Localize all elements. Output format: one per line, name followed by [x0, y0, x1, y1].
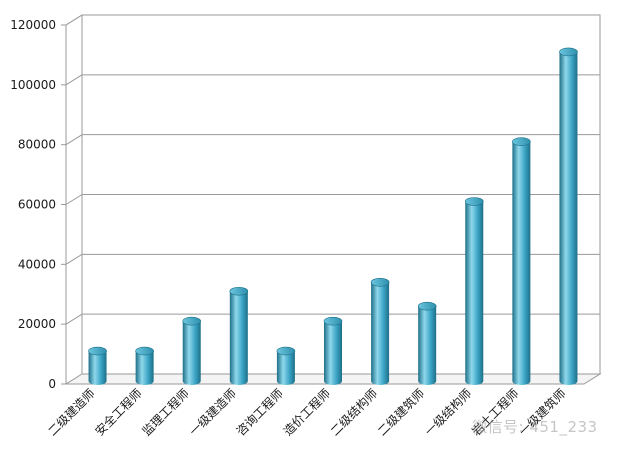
x-tick-label: 造价工程师 — [280, 386, 333, 439]
bar — [182, 316, 202, 385]
bar-cap — [559, 47, 578, 57]
x-tick-label: 监理工程师 — [139, 386, 192, 439]
bar-body — [324, 321, 342, 385]
y-tick-label: 40000 — [18, 257, 56, 271]
bar — [559, 47, 578, 386]
bar — [135, 346, 154, 385]
bar-cap — [182, 316, 202, 326]
bars — [88, 47, 578, 386]
bar-body — [418, 306, 437, 385]
x-tick-label: 一级结构师 — [421, 386, 474, 439]
bar-body — [182, 321, 201, 385]
x-tick-label: 二级结构师 — [327, 386, 380, 439]
bar — [229, 286, 249, 385]
bar-cap — [323, 316, 343, 326]
bar-cap — [512, 137, 531, 146]
bar-body — [229, 291, 248, 385]
bar — [370, 277, 390, 385]
bar — [464, 197, 484, 385]
bar-cap — [370, 277, 390, 287]
bar-body — [512, 141, 531, 385]
y-tick-label: 60000 — [18, 198, 56, 212]
x-tick-label: 二级建造师 — [45, 386, 97, 438]
gridline-side — [65, 134, 83, 146]
x-tick-label: 安全工程师 — [92, 386, 145, 439]
y-tick-label: 80000 — [18, 138, 56, 152]
gridline-side — [65, 14, 83, 26]
bar-cap — [88, 346, 107, 356]
gridline-side — [65, 74, 83, 86]
bar-body — [371, 282, 390, 385]
gridline-side — [65, 194, 83, 205]
bar-body — [135, 351, 154, 385]
bar-cap — [229, 286, 249, 296]
bar-cap — [464, 197, 484, 206]
bar — [512, 137, 531, 385]
y-axis-ticks: 0 20000 40000 60000 80000 100000 120000 — [10, 18, 56, 391]
x-tick-label: 一级建造师 — [187, 386, 239, 438]
bar-body — [465, 201, 484, 385]
y-tick-label: 100000 — [10, 78, 56, 92]
y-tick-label: 120000 — [10, 18, 56, 32]
bar — [276, 346, 296, 385]
y-tick-label: 0 — [48, 377, 56, 391]
x-tick-label: 二级建筑师 — [374, 386, 427, 439]
bar — [323, 316, 343, 385]
x-tick-label: 咨询工程师 — [233, 386, 286, 439]
bar — [417, 301, 437, 385]
bar — [88, 346, 107, 385]
bar-cap — [135, 346, 154, 356]
y-tick-label: 20000 — [18, 317, 56, 331]
bar-body — [88, 351, 107, 385]
watermark: 微信号: 451_233 — [472, 418, 598, 436]
bar-body — [559, 51, 578, 386]
bar-cap — [276, 346, 296, 356]
bar-body — [276, 351, 295, 385]
gridline-side — [65, 253, 83, 265]
gridline-side — [65, 313, 83, 325]
bar-cap — [417, 301, 437, 311]
